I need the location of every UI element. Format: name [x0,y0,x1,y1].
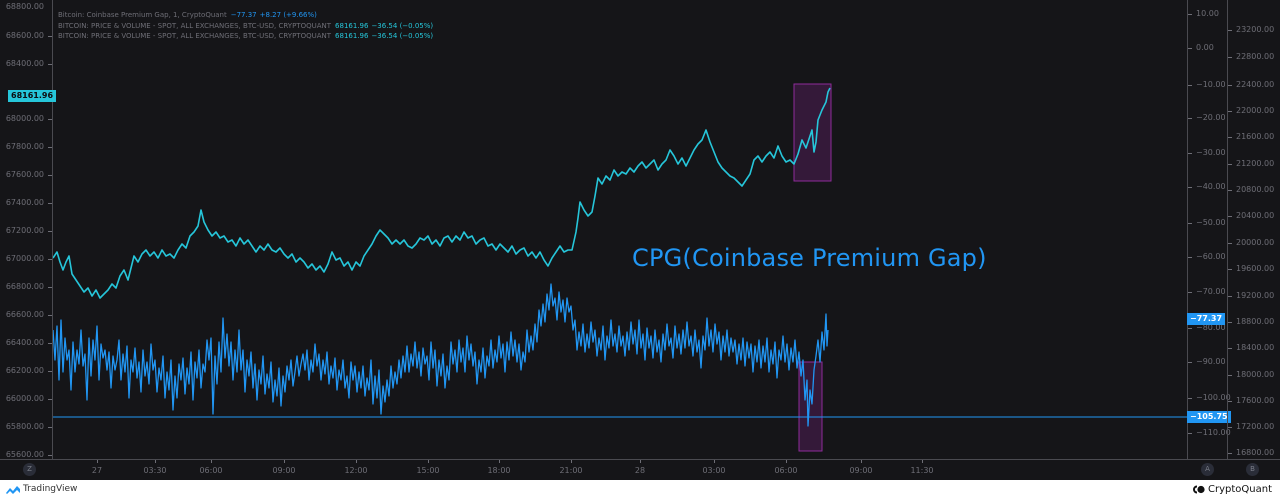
cpg-axis-tick: −70.00 [1196,287,1226,296]
cpg-axis-tick: −10.00 [1196,80,1226,89]
time-axis-tick: 03:00 [702,466,726,475]
tradingview-brand[interactable]: TradingView [6,484,77,494]
cpg-axis-tick: 0.00 [1196,43,1214,52]
left-axis-tick: 65800.00 [5,422,44,431]
cryptoquant-brand[interactable]: CryptoQuant [1193,484,1272,495]
left-axis-tick: 67600.00 [5,170,44,179]
left-axis-tick: 67800.00 [5,142,44,151]
legend-series-value: −77.37 [230,11,257,19]
secondary-axis-tick: 21600.00 [1236,132,1275,141]
secondary-axis-tick: 20000.00 [1236,238,1275,247]
secondary-axis-tick: 16800.00 [1236,448,1275,457]
time-axis-tick: 09:00 [849,466,873,475]
left-axis-tick: 65600.00 [5,450,44,459]
time-axis-tick: 11:30 [910,466,934,475]
current-price-badge: 68161.96 [8,90,57,102]
legend-row-price-2[interactable]: BITCOIN: PRICE & VOLUME - SPOT, ALL EXCH… [58,31,433,42]
cpg-highlight-box [798,361,823,452]
legend-series-change: −36.54 (−0.05%) [371,32,434,40]
legend-series-name: Bitcoin: Coinbase Premium Gap, 1, Crypto… [58,11,227,19]
plot-area[interactable] [53,0,1187,459]
right-cpg-axis[interactable]: 10.00 0.00 −10.00 −20.00 −30.00 −40.00 −… [1187,0,1231,459]
left-axis-tick: 68600.00 [5,31,44,40]
legend-row-cpg[interactable]: Bitcoin: Coinbase Premium Gap, 1, Crypto… [58,10,433,21]
cpg-axis-tick: 10.00 [1196,9,1219,18]
secondary-axis-tick: 20800.00 [1236,185,1275,194]
secondary-axis-tick: 19200.00 [1236,291,1275,300]
chart-legend: Bitcoin: Coinbase Premium Gap, 1, Crypto… [58,10,433,42]
time-axis[interactable]: 27 03:30 06:00 09:00 12:00 15:00 18:00 2… [0,459,1280,481]
cryptoquant-label: CryptoQuant [1208,484,1272,495]
cpg-axis-tick: −90.00 [1196,357,1226,366]
cpg-level-badge: −105.75 [1187,411,1231,423]
time-axis-tick: 12:00 [344,466,368,475]
left-axis-tick: 67400.00 [5,198,44,207]
cpg-axis-tick: −20.00 [1196,113,1226,122]
cpg-annotation-label: CPG(Coinbase Premium Gap) [632,244,987,272]
cpg-current-badge: −77.37 [1187,313,1226,325]
secondary-axis-tick: 19600.00 [1236,264,1275,273]
time-axis-tick: 18:00 [487,466,511,475]
chart-frame: Bitcoin: Coinbase Premium Gap, 1, Crypto… [0,0,1280,480]
secondary-axis-tick: 18800.00 [1236,317,1275,326]
tradingview-logo-icon [6,485,20,494]
left-axis-tick: 68800.00 [5,2,44,11]
scale-button-z[interactable]: Z [23,463,36,476]
time-axis-tick: 28 [634,466,646,475]
cpg-series-line [53,283,829,427]
secondary-axis-tick: 17200.00 [1236,422,1275,431]
legend-series-name: BITCOIN: PRICE & VOLUME - SPOT, ALL EXCH… [58,32,332,40]
secondary-axis-tick: 23200.00 [1236,25,1275,34]
left-axis-tick: 66000.00 [5,394,44,403]
time-axis-tick: 03:30 [143,466,167,475]
secondary-axis-tick: 18000.00 [1236,370,1275,379]
time-axis-tick: 06:00 [774,466,798,475]
tradingview-label: TradingView [23,484,78,494]
left-price-axis[interactable]: 68800.00 68600.00 68400.00 68000.00 6780… [0,0,53,459]
time-axis-tick: 06:00 [199,466,223,475]
secondary-axis-tick: 22000.00 [1236,106,1275,115]
secondary-axis-tick: 20400.00 [1236,211,1275,220]
legend-row-price-1[interactable]: BITCOIN: PRICE & VOLUME - SPOT, ALL EXCH… [58,21,433,32]
right-secondary-axis[interactable]: 23200.00 22800.00 22400.00 22000.00 2160… [1227,0,1280,459]
secondary-axis-tick: 22400.00 [1236,80,1275,89]
cryptoquant-logo-icon [1193,485,1205,494]
left-axis-tick: 66600.00 [5,310,44,319]
secondary-axis-tick: 17600.00 [1236,396,1275,405]
legend-series-change: −36.54 (−0.05%) [371,21,434,30]
cpg-axis-tick: −30.00 [1196,148,1226,157]
cpg-axis-tick: −40.00 [1196,182,1226,191]
left-axis-tick: 66400.00 [5,338,44,347]
time-axis-tick: 15:00 [416,466,440,475]
cpg-axis-tick: −100.00 [1196,393,1231,402]
left-axis-tick: 66800.00 [5,282,44,291]
left-axis-tick: 68000.00 [5,114,44,123]
time-axis-tick: 09:00 [272,466,296,475]
cpg-axis-tick: −110.00 [1196,428,1231,437]
left-axis-tick: 67000.00 [5,254,44,263]
cpg-axis-tick: −80.00 [1196,323,1226,332]
secondary-axis-tick: 18400.00 [1236,343,1275,352]
time-axis-tick: 27 [91,466,103,475]
scale-button-a[interactable]: A [1201,463,1214,476]
cpg-axis-tick: −60.00 [1196,252,1226,261]
price-series-line [53,87,831,299]
secondary-axis-tick: 22800.00 [1236,52,1275,61]
legend-series-change: +8.27 (+9.66%) [259,11,317,19]
time-axis-tick: 21:00 [559,466,583,475]
cpg-axis-tick: −50.00 [1196,218,1226,227]
scale-button-b[interactable]: B [1246,463,1259,476]
left-axis-tick: 67200.00 [5,226,44,235]
legend-series-value: 68161.96 [335,21,369,30]
legend-series-name: BITCOIN: PRICE & VOLUME - SPOT, ALL EXCH… [58,21,332,30]
legend-series-value: 68161.96 [335,32,369,40]
left-axis-tick: 68400.00 [5,59,44,68]
left-axis-tick: 66200.00 [5,366,44,375]
secondary-axis-tick: 21200.00 [1236,159,1275,168]
